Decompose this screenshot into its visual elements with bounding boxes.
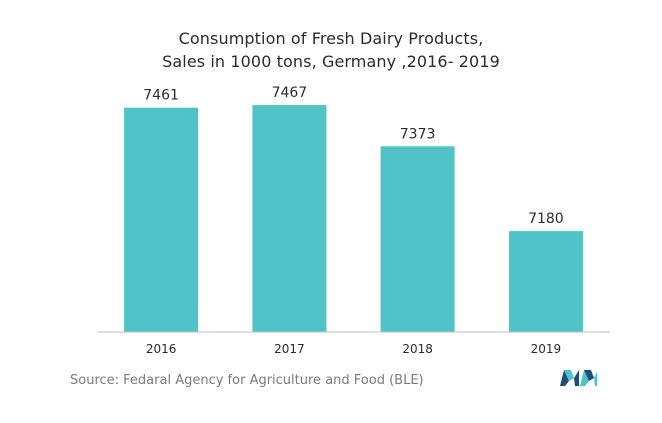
data-label-2019: 7180 bbox=[528, 211, 564, 227]
x-tick-label-2017: 2017 bbox=[274, 342, 305, 356]
chart-title-line-2: Sales in 1000 tons, Germany ,2016- 2019 bbox=[162, 52, 500, 71]
data-label-2016: 7461 bbox=[143, 88, 179, 104]
bars-layer bbox=[124, 105, 583, 332]
chart-title-line-1: Consumption of Fresh Dairy Products, bbox=[178, 29, 484, 48]
x-tick-labels-layer: 2016 2017 2018 2019 bbox=[146, 342, 561, 356]
bar-2017 bbox=[252, 105, 327, 332]
source-note: Source: Fedaral Agency for Agriculture a… bbox=[70, 373, 424, 388]
data-label-2017: 7467 bbox=[272, 85, 308, 101]
x-tick-label-2018: 2018 bbox=[402, 342, 433, 356]
x-tick-label-2019: 2019 bbox=[531, 342, 562, 356]
data-label-2018: 7373 bbox=[400, 126, 436, 142]
brand-logo-icon bbox=[560, 370, 597, 386]
bar-2018 bbox=[380, 146, 455, 332]
bar-2016 bbox=[124, 107, 199, 332]
bar-2019 bbox=[508, 231, 583, 332]
data-labels-layer: 7461 7467 7373 7180 bbox=[143, 85, 563, 227]
x-tick-label-2016: 2016 bbox=[146, 342, 177, 356]
